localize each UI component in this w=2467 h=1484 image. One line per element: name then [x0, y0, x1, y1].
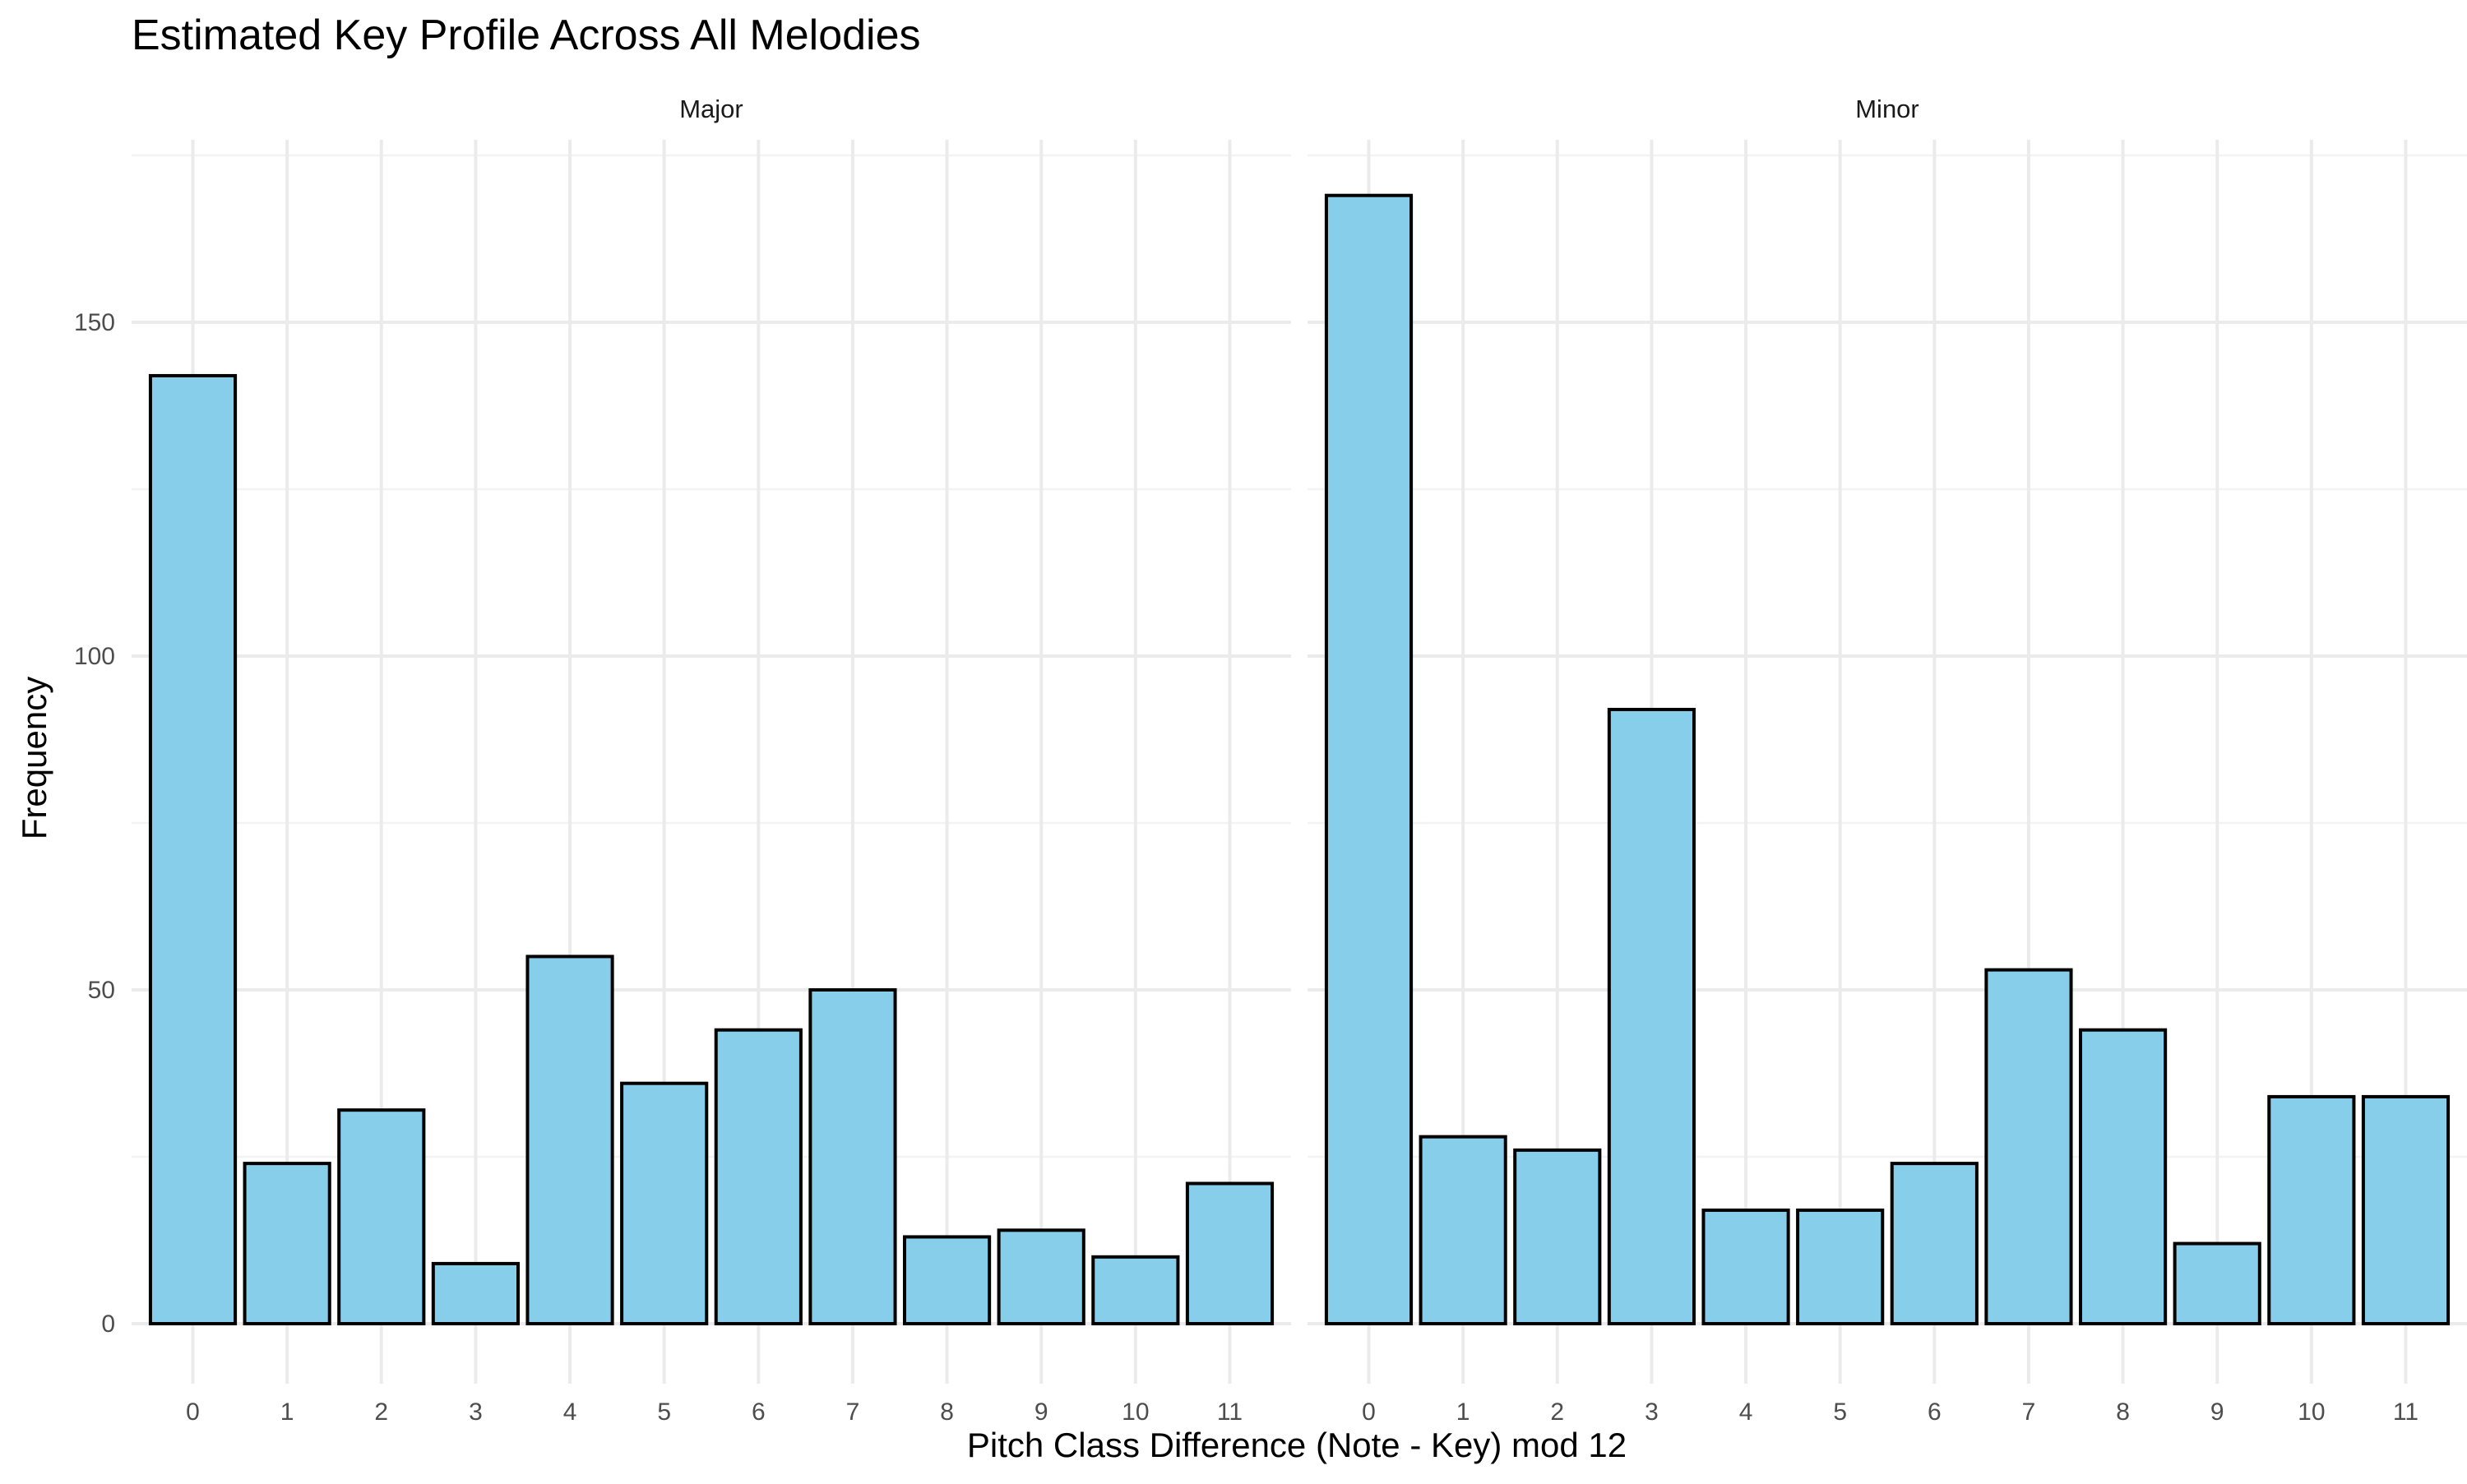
bar-major-4: [525, 955, 614, 1326]
x-tick-label: 1: [1456, 1398, 1470, 1426]
x-tick-label: 9: [2210, 1398, 2224, 1426]
y-axis-title: Frequency: [15, 677, 53, 839]
x-tick-label: 9: [1034, 1398, 1048, 1426]
x-tick-label: 7: [846, 1398, 860, 1426]
bar-minor-8: [2079, 1028, 2168, 1325]
x-tick-label: 6: [1928, 1398, 1942, 1426]
x-tick-label: 11: [2393, 1398, 2418, 1426]
x-tick-label: 2: [1550, 1398, 1564, 1426]
strip-label-major: Major: [679, 95, 743, 123]
x-tick-label: 7: [2022, 1398, 2036, 1426]
bar-major-9: [997, 1228, 1085, 1325]
bar-major-11: [1185, 1181, 1275, 1325]
bar-major-5: [620, 1081, 709, 1326]
x-axis-title: Pitch Class Difference (Note - Key) mod …: [967, 1426, 1627, 1464]
y-ticks-layer: 0 50 100 150: [74, 309, 115, 1338]
bar-minor-5: [1796, 1208, 1885, 1325]
x-tick-label: 8: [940, 1398, 954, 1426]
bar-major-7: [808, 988, 897, 1325]
bar-minor-1: [1419, 1135, 1507, 1326]
x-tick-label: 5: [657, 1398, 671, 1426]
x-tick-label: 5: [1833, 1398, 1847, 1426]
y-tick-label: 150: [74, 309, 115, 336]
x-tick-label: 1: [280, 1398, 294, 1426]
bar-minor-3: [1607, 707, 1696, 1325]
bar-minor-2: [1513, 1148, 1602, 1325]
x-tick-label: 4: [1739, 1398, 1753, 1426]
bar-minor-4: [1701, 1208, 1790, 1325]
x-tick-label: 0: [1362, 1398, 1376, 1426]
bar-major-6: [714, 1028, 803, 1325]
x-tick-label: 10: [2298, 1398, 2325, 1426]
x-tick-label: 11: [1217, 1398, 1243, 1426]
chart-title: Estimated Key Profile Across All Melodie…: [132, 12, 921, 59]
x-tick-label: 4: [563, 1398, 577, 1426]
bar-major-10: [1091, 1255, 1180, 1326]
y-tick-label: 0: [101, 1311, 115, 1338]
x-tick-label: 0: [186, 1398, 200, 1426]
bar-major-3: [431, 1261, 521, 1326]
x-tick-label: 3: [1645, 1398, 1659, 1426]
panel-minor: 0 1 2 3 4 5 6 7 8 9 10 11 Minor: [1308, 95, 2467, 1426]
strip-label-minor: Minor: [1855, 95, 1919, 123]
bar-major-1: [243, 1162, 331, 1325]
bar-minor-11: [2361, 1094, 2451, 1326]
x-tick-label: 6: [752, 1398, 766, 1426]
y-tick-label: 100: [74, 643, 115, 670]
bar-minor-10: [2267, 1094, 2356, 1326]
bar-major-2: [337, 1108, 426, 1326]
bar-minor-9: [2173, 1241, 2261, 1326]
x-tick-label: 2: [374, 1398, 388, 1426]
bar-minor-0: [1324, 193, 1414, 1326]
bar-minor-7: [1984, 968, 2073, 1325]
bar-major-8: [903, 1235, 992, 1325]
panels-layer: 0 1 2 3 4 5 6 7 8 9 10 11 Major 0 1 2 3 4 5 6 7 8 9 10 11 Minor: [132, 95, 2467, 1426]
x-tick-label: 3: [469, 1398, 483, 1426]
bar-minor-6: [1890, 1162, 1979, 1325]
x-tick-label: 10: [1122, 1398, 1149, 1426]
panel-major: 0 1 2 3 4 5 6 7 8 9 10 11 Major: [132, 95, 1291, 1426]
x-tick-label: 8: [2116, 1398, 2130, 1426]
y-tick-label: 50: [88, 977, 115, 1004]
bar-major-0: [148, 373, 238, 1326]
